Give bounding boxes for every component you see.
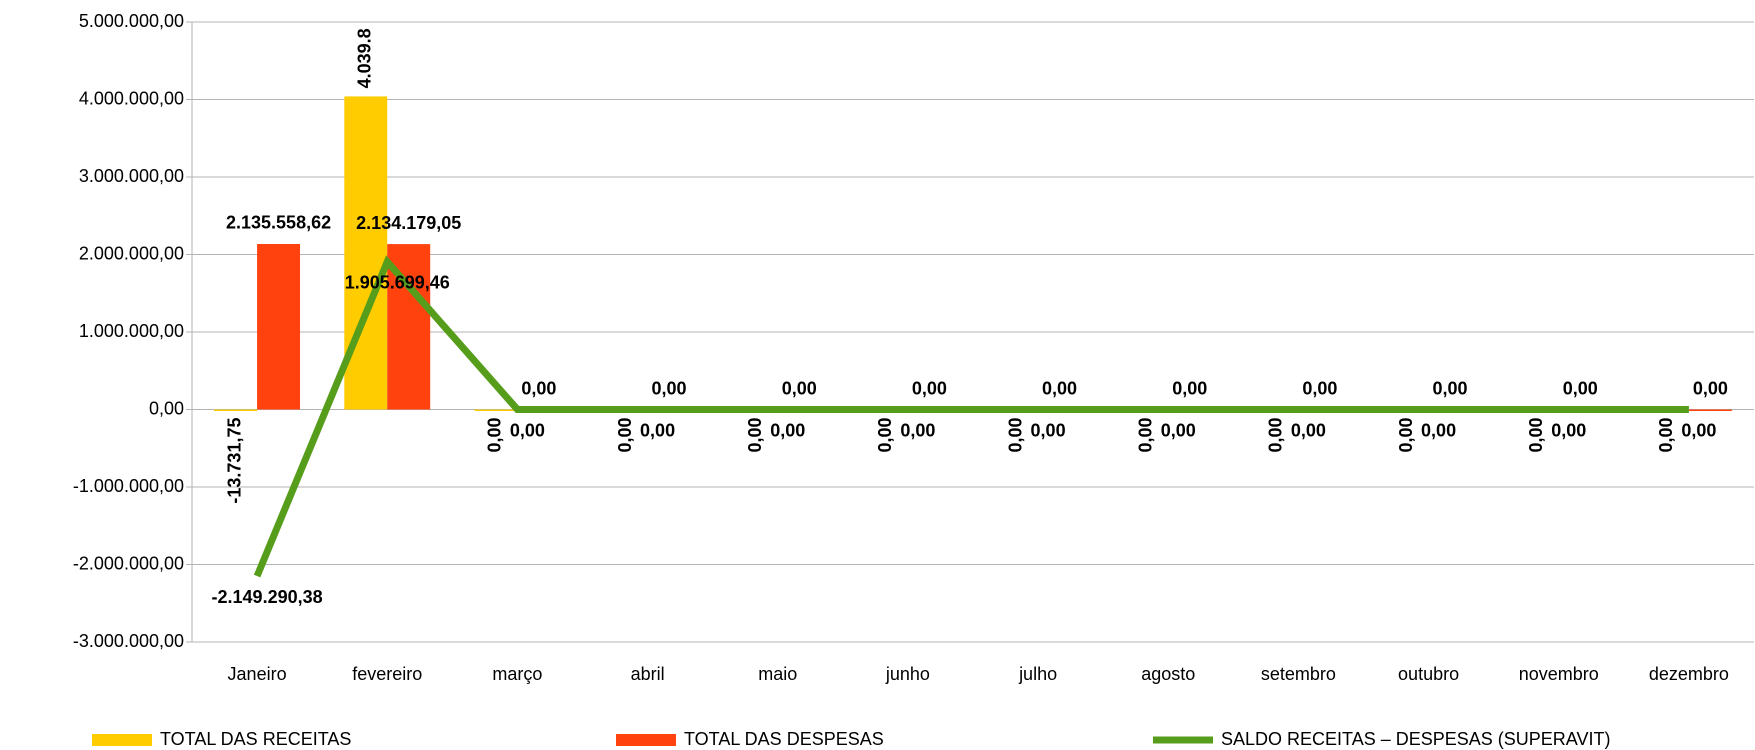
data-label: 0,00 xyxy=(1693,378,1728,398)
legend-label: TOTAL DAS RECEITAS xyxy=(160,729,351,749)
data-label: 0,00 xyxy=(875,418,895,453)
y-tick-label: 4.000.000,00 xyxy=(79,88,184,108)
bar xyxy=(214,409,258,411)
x-tick-label: agosto xyxy=(1141,664,1195,684)
legend-label: SALDO RECEITAS – DESPESAS (SUPERAVIT) xyxy=(1221,729,1610,749)
data-label: 0,00 xyxy=(1005,418,1025,453)
legend-label: TOTAL DAS DESPESAS xyxy=(684,729,884,749)
data-label: 0,00 xyxy=(1291,420,1326,440)
data-label: 2.134.179,05 xyxy=(356,213,461,233)
y-tick-label: 3.000.000,00 xyxy=(79,166,184,186)
data-label: 1.905.699,46 xyxy=(345,273,450,293)
data-label: 0,00 xyxy=(1433,378,1468,398)
data-label: 0,00 xyxy=(521,378,556,398)
data-label: 0,00 xyxy=(900,420,935,440)
bar xyxy=(344,96,388,410)
x-tick-label: Janeiro xyxy=(228,664,287,684)
data-label: 0,00 xyxy=(615,418,635,453)
y-tick-label: 2.000.000,00 xyxy=(79,243,184,263)
data-label: 0,00 xyxy=(652,378,687,398)
y-tick-label: -3.000.000,00 xyxy=(73,631,184,651)
data-label: 0,00 xyxy=(1421,420,1456,440)
data-label: 0,00 xyxy=(1656,418,1676,453)
x-tick-label: novembro xyxy=(1519,664,1599,684)
data-label: 0,00 xyxy=(1396,418,1416,453)
data-label: 0,00 xyxy=(485,418,505,453)
x-tick-label: junho xyxy=(885,664,930,684)
data-label: 2.135.558,62 xyxy=(226,213,331,233)
data-label: 0,00 xyxy=(912,378,947,398)
legend-swatch xyxy=(616,734,676,746)
x-tick-label: julho xyxy=(1018,664,1057,684)
data-label: 0,00 xyxy=(770,420,805,440)
data-label: 0,00 xyxy=(1266,418,1286,453)
data-label: 0,00 xyxy=(1136,418,1156,453)
data-label: 0,00 xyxy=(1042,378,1077,398)
bar xyxy=(257,243,301,410)
data-label: 0,00 xyxy=(510,420,545,440)
bar xyxy=(474,409,518,411)
y-tick-label: -1.000.000,00 xyxy=(73,476,184,496)
data-label: -13.731,75 xyxy=(224,418,244,504)
legend-swatch xyxy=(92,734,152,746)
y-tick-label: 1.000.000,00 xyxy=(79,321,184,341)
data-label: -2.149.290,38 xyxy=(212,587,323,607)
y-tick-label: 5.000.000,00 xyxy=(79,11,184,31)
x-tick-label: fevereiro xyxy=(352,664,422,684)
y-tick-label: -2.000.000,00 xyxy=(73,553,184,573)
bar xyxy=(1688,409,1732,411)
data-label: 0,00 xyxy=(1681,420,1716,440)
data-label: 0,00 xyxy=(640,420,675,440)
data-label: 0,00 xyxy=(745,418,765,453)
data-label: 0,00 xyxy=(1551,420,1586,440)
x-tick-label: abril xyxy=(631,664,665,684)
x-tick-label: setembro xyxy=(1261,664,1336,684)
data-label: 0,00 xyxy=(1302,378,1337,398)
data-label: 0,00 xyxy=(782,378,817,398)
data-label: 0,00 xyxy=(1031,420,1066,440)
line xyxy=(253,255,1689,578)
data-label: 0,00 xyxy=(1563,378,1598,398)
x-tick-label: dezembro xyxy=(1649,664,1729,684)
x-tick-label: maio xyxy=(758,664,797,684)
data-label: 0,00 xyxy=(1161,420,1196,440)
data-label: 0,00 xyxy=(1526,418,1546,453)
x-tick-label: outubro xyxy=(1398,664,1459,684)
data-label: 0,00 xyxy=(1172,378,1207,398)
y-tick-label: 0,00 xyxy=(149,398,184,418)
data-label: 4.039.8 xyxy=(355,28,375,88)
x-tick-label: março xyxy=(492,664,542,684)
